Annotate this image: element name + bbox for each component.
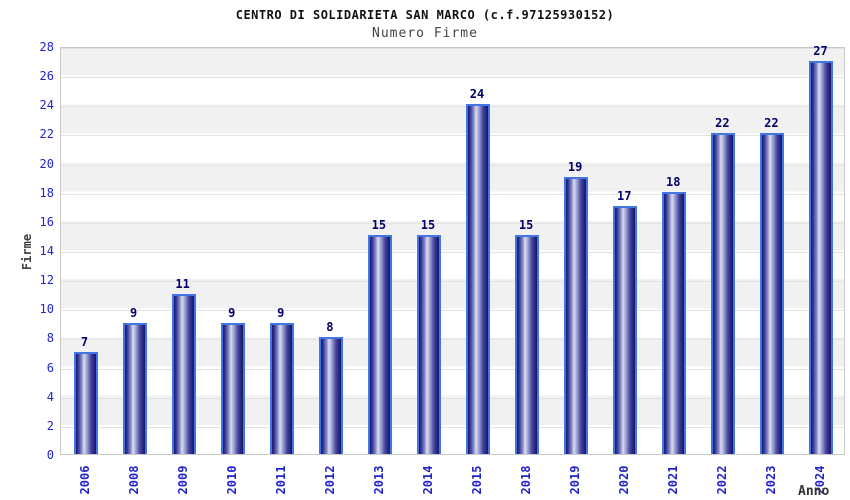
x-tick-label: 2022 [715, 465, 730, 495]
gridline [61, 164, 844, 166]
x-tick-label: 2015 [470, 465, 485, 495]
bar-value-label: 22 [764, 116, 779, 131]
gridline [61, 48, 844, 49]
y-tick-label: 12 [39, 273, 54, 288]
bar-value-label: 9 [228, 305, 236, 320]
bar-2011 [269, 322, 294, 454]
bar-value-label: 7 [80, 335, 89, 349]
gridline [61, 426, 844, 428]
plot-area [60, 47, 845, 455]
y-tick-label: 26 [39, 69, 54, 84]
bar-value-label: 22 [715, 116, 730, 131]
bar-value-label: 11 [175, 276, 190, 291]
bar-2012 [318, 337, 343, 454]
y-tick-label: 24 [39, 98, 54, 113]
y-tick-label: 18 [39, 185, 54, 200]
bar-2019 [564, 177, 589, 454]
bar-value-label: 15 [518, 218, 534, 233]
bar-2010 [220, 322, 245, 454]
bar-value-label: 24 [469, 87, 485, 102]
y-tick-label: 20 [39, 156, 54, 171]
y-tick-label: 2 [46, 418, 54, 433]
y-tick-label: 16 [39, 214, 54, 229]
x-tick-label: 2013 [371, 465, 386, 495]
y-tick-label: 10 [39, 302, 54, 317]
x-tick-label: 2018 [519, 465, 534, 495]
bar-value-label: 19 [567, 160, 583, 175]
bar-value-label: 27 [813, 43, 828, 58]
bar-2008 [122, 322, 147, 454]
bar-2020 [613, 206, 638, 454]
x-tick-label: 2006 [77, 465, 92, 495]
x-tick-label: 2009 [175, 465, 190, 495]
x-tick-label: 2011 [273, 465, 288, 495]
y-tick-label: 4 [46, 389, 54, 404]
bar-2014 [416, 235, 441, 454]
bar-2022 [711, 133, 736, 454]
gridline [61, 106, 844, 108]
bar-2009 [171, 293, 196, 454]
gridline [61, 339, 844, 341]
y-tick-label: 6 [46, 360, 54, 375]
x-axis-title: Anno [798, 484, 830, 499]
x-tick-label: 2010 [224, 465, 239, 495]
bar-2024 [809, 60, 834, 454]
gridline [61, 397, 844, 399]
x-tick-label: 2019 [568, 465, 583, 495]
x-tick-label: 2023 [764, 465, 779, 495]
bar-2015 [466, 104, 491, 454]
y-tick-label: 22 [39, 127, 54, 142]
x-tick-label: 2020 [617, 465, 632, 495]
y-tick-label: 8 [46, 331, 54, 346]
bar-value-label: 9 [129, 305, 138, 320]
gridline [61, 77, 844, 79]
x-tick-label: 2021 [666, 465, 681, 495]
gridline [61, 368, 844, 370]
bar-2013 [367, 235, 392, 454]
chart-subtitle: Numero Firme [372, 26, 478, 41]
bar-2021 [662, 191, 687, 454]
gridline [61, 222, 844, 224]
y-tick-label: 0 [46, 448, 54, 462]
gridline [61, 281, 844, 283]
bar-2018 [515, 235, 540, 454]
y-tick-label: 14 [39, 244, 54, 258]
chart-title: CENTRO DI SOLIDARIETA SAN MARCO (c.f.971… [235, 8, 615, 22]
bar-value-label: 15 [420, 218, 436, 233]
x-tick-label: 2014 [420, 465, 435, 495]
bar-value-label: 15 [371, 218, 387, 233]
y-axis-title: Firme [20, 233, 34, 271]
y-tick-label: 28 [39, 40, 54, 54]
x-tick-label: 2012 [322, 465, 337, 495]
gridline [61, 310, 844, 312]
gridline [61, 193, 844, 195]
gridline [61, 252, 844, 253]
bar-2023 [760, 133, 785, 454]
bar-value-label: 18 [666, 174, 681, 189]
bar-value-label: 8 [326, 320, 334, 335]
bar-value-label: 9 [277, 305, 285, 320]
gridline [61, 135, 844, 137]
bar-value-label: 17 [616, 189, 632, 204]
x-tick-label: 2008 [126, 465, 141, 495]
bar-2006 [73, 352, 98, 454]
